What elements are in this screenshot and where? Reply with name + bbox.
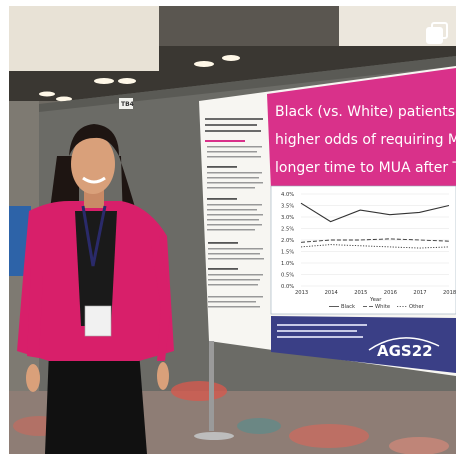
y-tick-label: 2.5% <box>281 226 294 232</box>
poster-text-column <box>205 118 264 308</box>
ags-logo: AGS22 <box>377 342 433 360</box>
ceiling-window-left <box>9 6 159 71</box>
x-tick-label: 2013 <box>295 290 308 296</box>
series-line-other <box>300 244 450 249</box>
x-tick-label: 2014 <box>325 290 339 296</box>
legend-entry: Black <box>341 304 355 310</box>
series-line-black <box>300 202 450 223</box>
poster-board-top-edge <box>39 56 456 112</box>
x-tick-label: 2016 <box>384 290 397 296</box>
easel-leg <box>209 341 214 431</box>
y-tick-label: 4.0% <box>281 192 294 198</box>
y-tick-label: 1.0% <box>281 261 294 267</box>
line-chart: 4.0% 3.5% 3.0% 2.5% 2.0% 1.5% 1.0% 0.5% 0.0%2013… <box>281 192 456 310</box>
easel-base <box>194 432 234 440</box>
chart-panel <box>270 185 456 315</box>
y-tick-label: 3.5% <box>281 203 294 209</box>
conference-photo: TB4 <box>9 6 456 454</box>
headline-line-1: Black (vs. White) patients had <box>275 104 456 120</box>
x-tick-label: 2015 <box>354 290 367 296</box>
y-tick-label: 0.5% <box>281 272 294 278</box>
photo-scene: TB4 <box>9 6 456 454</box>
headline-line-3: longer time to MUA after TKA. <box>275 160 456 176</box>
series-line-white <box>300 238 450 243</box>
headline-line-2: higher odds of requiring MUA and <box>275 132 456 148</box>
board-number-tag <box>119 98 133 109</box>
board-number: TB4 <box>121 101 134 108</box>
y-tick-label: 1.5% <box>281 249 294 255</box>
multiple-photos-icon[interactable] <box>426 22 448 44</box>
x-tick-label: 2017 <box>413 290 426 296</box>
footer-text-line <box>277 336 363 338</box>
presenter <box>17 124 174 454</box>
headline-banner <box>267 68 456 190</box>
legend-entry: White <box>375 304 390 310</box>
y-tick-label: 3.0% <box>281 215 294 221</box>
y-tick-label: 2.0% <box>281 238 294 244</box>
legend-entry: Other <box>409 304 425 310</box>
logo-swoosh <box>368 337 440 351</box>
footer-text-line <box>277 324 367 326</box>
x-axis-label: Year <box>369 297 382 303</box>
x-tick-label: 2018 <box>443 290 456 296</box>
y-tick-label: 0.0% <box>281 284 294 290</box>
footer-text-line <box>277 330 357 332</box>
ceiling-lights <box>39 55 240 102</box>
